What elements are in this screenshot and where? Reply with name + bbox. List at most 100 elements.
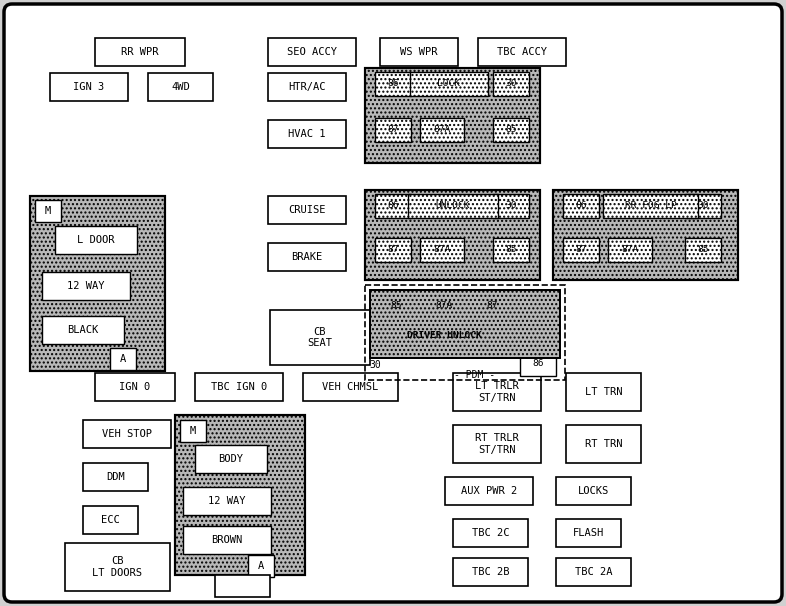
Bar xyxy=(30,196,165,371)
Text: 87A: 87A xyxy=(435,302,453,310)
Text: A: A xyxy=(120,354,126,364)
Text: 87: 87 xyxy=(487,302,498,310)
Text: 87A: 87A xyxy=(622,245,639,255)
Text: 12 WAY: 12 WAY xyxy=(68,281,105,291)
Bar xyxy=(453,425,541,463)
Bar xyxy=(375,118,411,142)
Bar xyxy=(365,68,540,163)
Bar xyxy=(83,506,138,534)
Text: LOCK: LOCK xyxy=(438,79,461,88)
Text: 4WD: 4WD xyxy=(171,82,190,92)
Text: 85: 85 xyxy=(505,245,516,255)
Bar xyxy=(83,420,171,448)
Text: RR WPR: RR WPR xyxy=(121,47,159,57)
Text: 87: 87 xyxy=(387,245,399,255)
Bar xyxy=(474,294,510,318)
Text: 86: 86 xyxy=(387,79,399,88)
Bar xyxy=(215,575,270,597)
Bar xyxy=(378,322,510,348)
Text: 30: 30 xyxy=(697,202,709,210)
Text: LT TRLR
ST/TRN: LT TRLR ST/TRN xyxy=(475,381,519,403)
Bar xyxy=(556,477,631,505)
Bar xyxy=(365,190,540,280)
Bar xyxy=(453,558,528,586)
Text: RT TRLR
ST/TRN: RT TRLR ST/TRN xyxy=(475,433,519,454)
Text: RR FOG LP: RR FOG LP xyxy=(625,202,677,210)
Bar xyxy=(556,558,631,586)
Bar xyxy=(453,373,541,411)
Bar xyxy=(685,238,721,262)
Text: 30: 30 xyxy=(505,79,516,88)
Bar xyxy=(375,72,411,96)
Text: L DOOR: L DOOR xyxy=(77,235,115,245)
Bar xyxy=(148,73,213,101)
Bar xyxy=(380,38,458,66)
Text: WS WPR: WS WPR xyxy=(400,47,438,57)
Text: BRAKE: BRAKE xyxy=(292,252,322,262)
Text: SEO ACCY: SEO ACCY xyxy=(287,47,337,57)
Text: FLASH: FLASH xyxy=(573,528,604,538)
Bar xyxy=(378,294,414,318)
Bar xyxy=(195,373,283,401)
Text: 87: 87 xyxy=(387,125,399,135)
Text: 30: 30 xyxy=(505,202,516,210)
Bar xyxy=(365,190,540,280)
Bar xyxy=(42,316,124,344)
Bar xyxy=(370,290,560,358)
Text: HVAC 1: HVAC 1 xyxy=(288,129,325,139)
Text: LT TRN: LT TRN xyxy=(585,387,623,397)
Bar xyxy=(65,543,170,591)
Bar xyxy=(685,194,721,218)
Text: RT TRN: RT TRN xyxy=(585,439,623,449)
Bar xyxy=(183,526,271,554)
Bar xyxy=(175,415,305,575)
Bar xyxy=(420,238,464,262)
Bar xyxy=(478,38,566,66)
Text: VEH CHMSL: VEH CHMSL xyxy=(322,382,379,392)
Text: M: M xyxy=(45,206,51,216)
Text: 12 WAY: 12 WAY xyxy=(208,496,246,506)
Bar xyxy=(110,348,136,370)
Text: 87A: 87A xyxy=(433,245,450,255)
Bar xyxy=(445,477,533,505)
Bar xyxy=(556,519,621,547)
FancyBboxPatch shape xyxy=(4,4,782,602)
Text: BODY: BODY xyxy=(219,454,244,464)
Text: TBC ACCY: TBC ACCY xyxy=(497,47,547,57)
Bar xyxy=(248,555,274,577)
Text: BROWN: BROWN xyxy=(211,535,243,545)
Text: DDM: DDM xyxy=(106,472,125,482)
Bar xyxy=(420,118,464,142)
Bar xyxy=(520,352,556,376)
Text: LOCKS: LOCKS xyxy=(578,486,609,496)
Text: CB
LT DOORS: CB LT DOORS xyxy=(93,556,142,578)
Bar xyxy=(453,519,528,547)
Text: 30: 30 xyxy=(369,360,381,370)
Bar xyxy=(268,196,346,224)
Text: M: M xyxy=(190,426,196,436)
Bar xyxy=(268,38,356,66)
Text: TBC 2C: TBC 2C xyxy=(472,528,509,538)
Text: 86: 86 xyxy=(575,202,587,210)
Bar xyxy=(566,425,641,463)
Bar xyxy=(50,73,128,101)
Bar xyxy=(553,190,738,280)
Bar xyxy=(183,487,271,515)
Text: BLACK: BLACK xyxy=(68,325,98,335)
Bar xyxy=(268,73,346,101)
Text: 87: 87 xyxy=(575,245,587,255)
Bar xyxy=(375,194,411,218)
Text: TBC 2A: TBC 2A xyxy=(575,567,612,577)
Bar xyxy=(608,238,652,262)
Text: 86: 86 xyxy=(387,202,399,210)
Text: DRIVER UNLOCK: DRIVER UNLOCK xyxy=(406,330,481,339)
Text: AUX PWR 2: AUX PWR 2 xyxy=(461,486,517,496)
Text: IGN 3: IGN 3 xyxy=(73,82,105,92)
Text: CB
SEAT: CB SEAT xyxy=(307,327,332,348)
Bar xyxy=(30,196,165,371)
Text: - PDM -: - PDM - xyxy=(454,370,495,380)
Bar xyxy=(603,194,698,218)
Bar xyxy=(563,238,599,262)
Bar xyxy=(270,310,370,365)
Bar xyxy=(195,445,267,473)
